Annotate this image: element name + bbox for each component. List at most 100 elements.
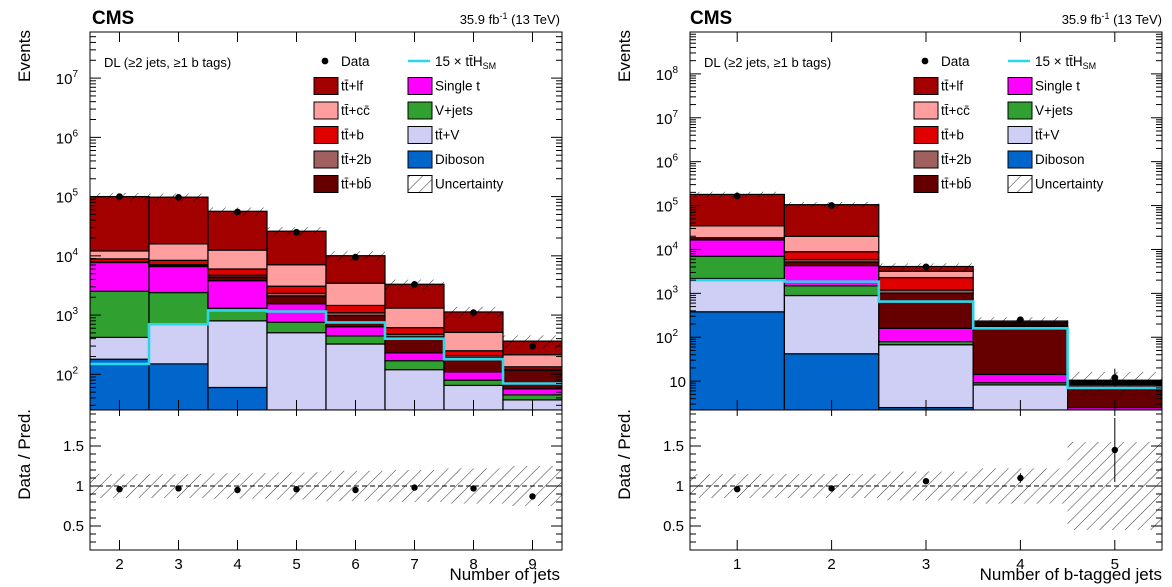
legend-swatch xyxy=(407,101,433,120)
x-tick-label-6: 6 xyxy=(351,556,359,573)
legend-label: 15 × tt̄HSM xyxy=(435,54,496,71)
ratio-point-3 xyxy=(175,485,182,492)
bar-ttbb-3 xyxy=(878,292,974,329)
legend-hatch xyxy=(407,175,433,193)
bar-vjets-8 xyxy=(443,379,504,387)
bar-ttv-5 xyxy=(266,332,327,410)
ratio-point-4 xyxy=(234,486,241,494)
bar-ttb-3 xyxy=(878,276,974,291)
bar-ttbb-9 xyxy=(502,369,562,390)
legend-label: Diboson xyxy=(1035,152,1085,167)
data-point-1 xyxy=(733,192,741,200)
legend-label: tt̄+lf xyxy=(341,79,363,94)
legend-label: Single t xyxy=(435,79,480,94)
x-axis-label: Number of b-tagged jets xyxy=(980,565,1162,584)
ratio-point-3 xyxy=(922,478,930,485)
legend-item-singlet: Single t xyxy=(1007,77,1080,95)
ratio-point-4 xyxy=(1017,474,1024,482)
ratio-pad xyxy=(90,466,562,506)
bar-ttbb-6 xyxy=(325,314,386,328)
data-point-3 xyxy=(175,193,182,201)
legend-label: 15 × tt̄HSM xyxy=(1035,54,1096,71)
legend-label: tt̄+V xyxy=(435,128,459,143)
legend-item-vjets: V+jets xyxy=(1007,101,1073,120)
legend-swatch xyxy=(313,175,339,193)
ratio-point-7 xyxy=(411,484,418,491)
bar-singlet-6 xyxy=(325,326,386,337)
ratio-point-2 xyxy=(828,485,835,492)
legend-swatch xyxy=(913,150,939,169)
y-tick-label: 102 xyxy=(56,365,79,384)
bar-vjets-7 xyxy=(384,360,445,371)
legend-label: tt̄+V xyxy=(1035,128,1059,143)
main-pad xyxy=(690,191,1162,410)
legend-item-data: Data xyxy=(921,54,970,69)
bar-ttlf-5 xyxy=(266,230,327,266)
right-panel: CMS 35.9 fb-1 (13 TeV) Events Data / Pre… xyxy=(615,8,1163,584)
legend-swatch xyxy=(313,77,339,95)
legend-item-tt2b: tt̄+2b xyxy=(313,150,371,169)
data-point-4 xyxy=(1017,316,1024,324)
uncertainty-band-9 xyxy=(503,335,562,349)
x-tick-label-4: 4 xyxy=(233,556,241,573)
ratio-ylabel: Data / Pred. xyxy=(15,409,34,500)
legend-item-ttcc: tt̄+cc̄ xyxy=(313,101,370,120)
x-tick-label-1: 1 xyxy=(733,556,741,573)
bar-ttv-2 xyxy=(783,294,880,355)
ratio-y-tick-label: 0.5 xyxy=(663,518,684,535)
signal-line xyxy=(90,309,562,385)
bar-ttv-6 xyxy=(325,343,386,410)
legend-label: tt̄+cc̄ xyxy=(341,103,370,118)
legend-swatch xyxy=(1007,77,1033,95)
x-tick-label-5: 5 xyxy=(292,556,300,573)
legend-item-ttv: tt̄+V xyxy=(407,126,459,144)
legend-swatch xyxy=(313,150,339,169)
bar-ttb-8 xyxy=(443,350,504,357)
bar-vjets-2 xyxy=(783,285,880,297)
bar-ttb-6 xyxy=(325,304,386,314)
legend-item-ttb: tt̄+b xyxy=(313,126,364,144)
bar-singlet-4 xyxy=(972,373,1069,384)
bar-ttcc-1 xyxy=(690,225,786,239)
bar-ttbb-4 xyxy=(972,326,1069,376)
bar-ttcc-3 xyxy=(148,243,209,261)
legend-label: tt̄+lf xyxy=(941,79,963,94)
bar-singlet-7 xyxy=(384,352,445,362)
y-tick-label: 106 xyxy=(656,153,679,172)
x-tick-label-2: 2 xyxy=(115,556,123,573)
legend-swatch xyxy=(407,126,433,144)
legend-swatch xyxy=(313,126,339,144)
bar-ttcc-2 xyxy=(90,250,150,260)
legend-swatch xyxy=(913,126,939,144)
data-point-9 xyxy=(529,342,536,350)
bar-ttcc-6 xyxy=(325,282,386,307)
bar-singlet-3 xyxy=(148,265,209,294)
events-ylabel: Events xyxy=(615,30,634,82)
legend-label: V+jets xyxy=(435,103,473,118)
y-tick-label: 106 xyxy=(56,128,79,147)
bar-ttb-5 xyxy=(266,285,327,294)
ratio-y-tick-label: 1 xyxy=(76,478,84,495)
bar-ttv-3 xyxy=(878,344,974,409)
legend-item-data: Data xyxy=(321,54,370,69)
bar-ttlf-2 xyxy=(90,195,150,252)
legend-swatch xyxy=(407,150,433,169)
legend-item-ttbb: tt̄+bb̄ xyxy=(913,175,971,193)
legend-item-signal: 15 × tt̄HSM xyxy=(1008,54,1096,71)
legend-hatch xyxy=(1007,175,1033,193)
bar-ttb-3 xyxy=(148,259,209,266)
x-tick-label-2: 2 xyxy=(827,556,835,573)
y-tick-label: 104 xyxy=(656,240,679,259)
legend-label: tt̄+b xyxy=(341,128,364,143)
legend-item-signal: 15 × tt̄HSM xyxy=(408,54,496,71)
legend-marker xyxy=(321,57,329,65)
legend-label: tt̄+2b xyxy=(941,152,971,167)
ratio-y-tick-label: 1.5 xyxy=(663,438,684,455)
legend-label: Uncertainty xyxy=(435,177,504,192)
category-label: DL (≥2 jets, ≥1 b tags) xyxy=(704,55,831,70)
cms-label: CMS xyxy=(92,8,134,29)
bar-ttb-2 xyxy=(783,251,880,261)
legend-item-unc: Uncertainty xyxy=(1007,175,1104,193)
bar-ttcc-7 xyxy=(384,307,445,329)
